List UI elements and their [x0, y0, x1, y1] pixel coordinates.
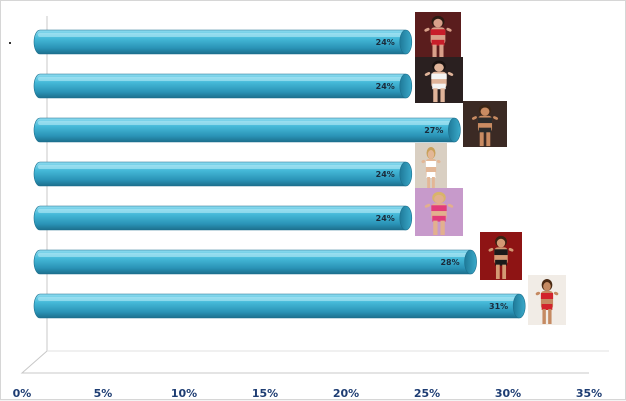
bar-highlight — [38, 297, 517, 301]
axis-layer — [9, 16, 609, 374]
bar-highlight — [38, 33, 403, 37]
x-tick-label: 15% — [252, 387, 278, 400]
bar-data-label: 24% — [376, 38, 395, 47]
photo-woman-dark-outfit — [463, 101, 507, 147]
bar-data-label: 31% — [489, 302, 508, 311]
bars-layer: 24% 24% 27% 24% 24% 28% 31% — [33, 29, 526, 319]
bar-group: 31% — [33, 293, 526, 319]
bar-group: 24% — [33, 29, 413, 55]
bar-highlight — [38, 209, 403, 213]
bar-data-label: 24% — [376, 82, 395, 91]
bar-group: 27% — [33, 117, 461, 143]
photo-woman-white-bikini — [415, 143, 447, 193]
photo-woman-red-background — [480, 232, 522, 280]
axis-wall-line — [20, 16, 589, 374]
bar-group: 24% — [33, 205, 413, 231]
bar-end-cap — [399, 73, 413, 99]
bar-data-label: 27% — [424, 126, 443, 135]
bar-end-cap — [399, 205, 413, 231]
photo-woman-pink-outfit — [415, 188, 463, 236]
photo-woman-white-outfit — [415, 57, 463, 103]
bar-end-cap — [448, 117, 461, 143]
bar-highlight — [38, 165, 403, 169]
photo-woman-red-skirt-dancing — [528, 275, 566, 325]
x-axis-ticks: 0% 5% 10% 15% 20% 25% 30% 35% — [13, 387, 603, 400]
bar-group: 24% — [33, 161, 413, 187]
bar-group: 24% — [33, 73, 413, 99]
x-tick-label: 5% — [94, 387, 113, 400]
bar-data-label: 24% — [376, 214, 395, 223]
bar-highlight — [38, 77, 403, 81]
x-tick-label: 20% — [333, 387, 359, 400]
bar-end-cap — [464, 249, 477, 275]
bar-data-label: 28% — [440, 258, 459, 267]
x-tick-label: 25% — [414, 387, 440, 400]
photo-woman-red-outfit — [415, 12, 461, 60]
bar-end-cap — [399, 161, 413, 187]
x-tick-label: 10% — [171, 387, 197, 400]
bar-highlight — [38, 253, 468, 257]
bar-end-cap — [512, 293, 526, 319]
bar-end-cap — [399, 29, 413, 55]
bar-data-label: 24% — [376, 170, 395, 179]
bar-highlight — [38, 121, 452, 125]
corner-dot — [9, 42, 11, 44]
x-tick-label: 35% — [576, 387, 602, 400]
x-tick-label: 30% — [495, 387, 521, 400]
x-tick-label: 0% — [13, 387, 32, 400]
bar-group: 28% — [33, 249, 477, 275]
